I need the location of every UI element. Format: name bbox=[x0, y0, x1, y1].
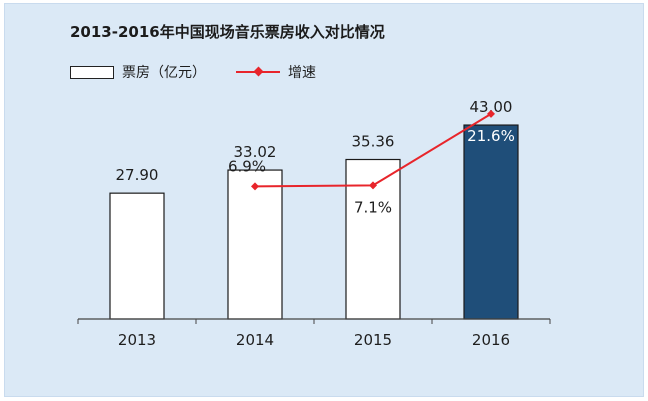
bar-2013 bbox=[109, 192, 165, 320]
x-tick-label-2016: 2016 bbox=[472, 331, 510, 349]
legend-bar-swatch bbox=[70, 65, 114, 79]
bar-value-label-2014: 33.02 bbox=[234, 143, 277, 161]
growth-label-2014: 6.9% bbox=[228, 157, 266, 175]
bar-2016 bbox=[463, 124, 519, 320]
legend: 票房（亿元） 增速 bbox=[70, 62, 316, 82]
x-tick-label-2015: 2015 bbox=[354, 331, 392, 349]
growth-point-2014 bbox=[251, 182, 259, 191]
bar-value-label-2016: 43.00 bbox=[470, 98, 513, 116]
bar-value-label-2013: 27.90 bbox=[116, 166, 159, 184]
growth-point-2015 bbox=[369, 181, 377, 190]
legend-line-label: 增速 bbox=[288, 65, 316, 81]
bar-2014 bbox=[227, 169, 283, 320]
legend-line-swatch bbox=[236, 65, 280, 79]
growth-point-2016 bbox=[487, 109, 495, 118]
bar-value-label-2015: 35.36 bbox=[352, 133, 395, 151]
chart-title: 2013-2016年中国现场音乐票房收入对比情况 bbox=[70, 23, 385, 41]
legend-bar-label: 票房（亿元） bbox=[122, 65, 206, 81]
x-tick-label-2013: 2013 bbox=[118, 331, 156, 349]
growth-label-2015: 7.1% bbox=[354, 198, 392, 216]
growth-label-2016: 21.6% bbox=[467, 127, 515, 145]
x-tick-label-2014: 2014 bbox=[236, 331, 274, 349]
